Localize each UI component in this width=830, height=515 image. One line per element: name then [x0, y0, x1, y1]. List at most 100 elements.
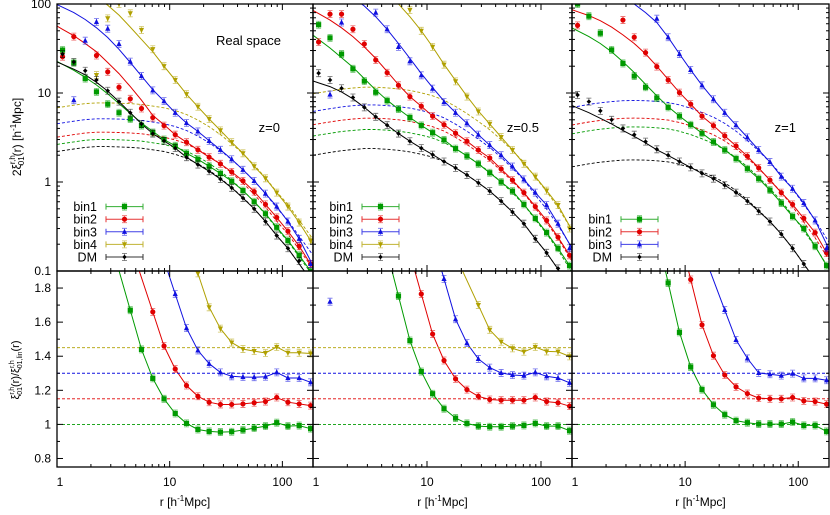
error-bar [643, 48, 649, 57]
error-bar [699, 81, 705, 90]
error-bar [778, 199, 784, 207]
error-bar [262, 397, 268, 406]
error-bar [296, 218, 302, 227]
error-bar [544, 228, 550, 237]
error-bar [206, 153, 212, 162]
error-bar [521, 200, 527, 209]
error-bar [161, 342, 167, 350]
y-tick-label-bottom: 0.8 [34, 451, 51, 465]
error-bar [509, 176, 515, 185]
error-bar [498, 337, 504, 346]
error-bar [373, 112, 379, 121]
error-bar [206, 167, 212, 176]
error-bar [105, 24, 111, 33]
error-bar [60, 50, 66, 58]
error-bar [285, 217, 291, 226]
legend-label: bin4 [73, 238, 97, 252]
linear-theory-line-bin2 [313, 117, 572, 262]
error-bar [453, 144, 459, 153]
error-bar [609, 115, 615, 124]
error-bar [296, 374, 302, 382]
error-bar [509, 371, 515, 379]
error-bar [710, 174, 716, 183]
error-bar [733, 188, 739, 197]
error-bar [251, 204, 257, 213]
error-bar [262, 349, 268, 357]
error-bar [183, 419, 189, 428]
error-bar [327, 10, 333, 19]
error-bar [532, 343, 538, 351]
legend-entry-bin4: bin4 [329, 238, 400, 252]
error-bar [316, 69, 322, 78]
error-bar [521, 159, 527, 168]
model-line-bin3 [709, 271, 829, 382]
error-bar [172, 290, 178, 298]
error-bar [172, 365, 178, 373]
error-bar [138, 104, 144, 113]
error-bar [378, 202, 383, 211]
error-bar [183, 90, 189, 99]
legend-entry-bin2: bin2 [588, 225, 659, 239]
error-bar [418, 102, 424, 111]
x-tick-label: 1 [313, 475, 320, 489]
error-bar [378, 215, 383, 224]
error-bar [384, 96, 390, 105]
error-bar [183, 138, 189, 147]
error-bar [82, 36, 88, 45]
error-bar [453, 164, 459, 172]
error-bar [767, 420, 773, 428]
error-bar [71, 32, 77, 41]
x-tick-label: 1 [57, 475, 64, 489]
error-bar [251, 424, 257, 433]
error-bar [262, 422, 268, 430]
error-bar [544, 201, 550, 210]
error-bar [790, 244, 796, 253]
error-bar [555, 347, 561, 356]
error-bar [384, 25, 390, 34]
error-bar [183, 153, 189, 162]
error-bar [105, 86, 111, 95]
error-bar [654, 62, 660, 71]
legend-entry-bin3: bin3 [329, 225, 400, 239]
error-bar [251, 347, 257, 356]
error-bar [441, 356, 447, 365]
bottom-panel-0: 1 10 100 r [h-1Mpc] [56, 270, 314, 509]
error-bar [82, 66, 88, 75]
error-bar [767, 217, 773, 226]
series-bin4 [93, 4, 313, 245]
error-bar [339, 50, 345, 58]
error-bar [464, 339, 470, 347]
error-bar [262, 200, 268, 209]
legend-entry-bin2: bin2 [73, 213, 144, 227]
error-bar [575, 4, 581, 8]
series-bin2 [150, 308, 313, 410]
error-bar [274, 213, 280, 222]
error-bar [475, 130, 481, 139]
error-bar [498, 396, 504, 405]
error-bar [418, 26, 424, 35]
error-bar [418, 121, 424, 130]
error-bar [475, 355, 481, 363]
error-bar [127, 108, 133, 117]
error-bar [240, 345, 246, 353]
error-bar [240, 194, 246, 202]
series-bin2 [688, 275, 829, 409]
error-bar [688, 363, 694, 371]
error-bar [544, 347, 550, 356]
error-bar [195, 145, 201, 154]
error-bar [122, 253, 127, 261]
error-bar [240, 176, 246, 185]
x-tick-label: 10 [420, 475, 434, 489]
error-bar [395, 42, 401, 51]
x-axis-label: r [h-1Mpc] [417, 494, 467, 509]
error-bar [285, 202, 291, 211]
error-bar [544, 248, 550, 257]
error-bar [710, 400, 716, 409]
error-bar [240, 373, 246, 381]
error-bar [555, 374, 561, 382]
error-bar [407, 92, 413, 101]
error-bar [229, 400, 235, 409]
legend-entry-bin3: bin3 [73, 225, 144, 239]
